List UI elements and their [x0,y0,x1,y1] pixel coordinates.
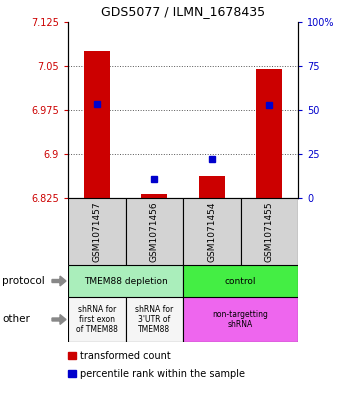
Bar [240,198,298,265]
Text: transformed count: transformed count [80,351,171,361]
Text: GSM1071455: GSM1071455 [265,201,274,262]
Bar [183,297,298,342]
Bar [84,51,110,198]
Bar [141,194,167,198]
Bar [125,198,183,265]
Bar [183,198,240,265]
Bar [199,176,225,198]
Text: percentile rank within the sample: percentile rank within the sample [80,369,245,378]
Text: shRNA for
3'UTR of
TMEM88: shRNA for 3'UTR of TMEM88 [135,305,173,334]
Bar [183,265,298,297]
Text: TMEM88 depletion: TMEM88 depletion [84,277,167,285]
Text: other: other [2,314,30,325]
Bar [68,297,125,342]
Text: non-targetting
shRNA: non-targetting shRNA [212,310,269,329]
Bar [256,69,282,198]
Text: shRNA for
first exon
of TMEM88: shRNA for first exon of TMEM88 [76,305,118,334]
Text: GSM1071456: GSM1071456 [150,201,159,262]
Text: GSM1071454: GSM1071454 [207,201,216,262]
Text: protocol: protocol [2,276,45,286]
Bar [68,265,183,297]
Text: GSM1071457: GSM1071457 [92,201,101,262]
Title: GDS5077 / ILMN_1678435: GDS5077 / ILMN_1678435 [101,5,265,18]
Text: control: control [225,277,256,285]
Bar [68,198,125,265]
Bar [125,297,183,342]
